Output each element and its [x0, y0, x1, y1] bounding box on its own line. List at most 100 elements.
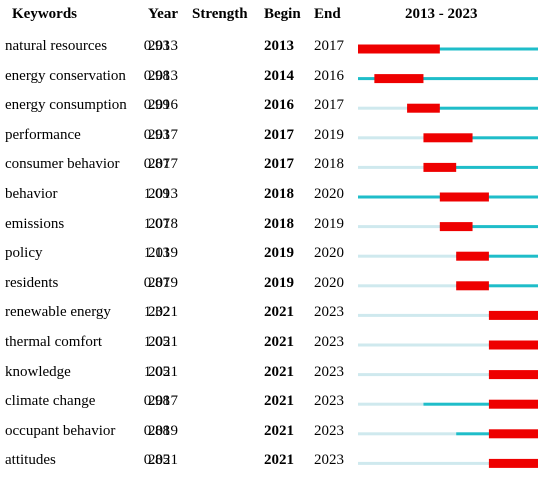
- end-cell: 2023: [314, 304, 344, 321]
- strength-cell: 1.09: [143, 186, 170, 202]
- keyword-cell: natural resources: [5, 38, 108, 54]
- timeline-active-segment: [456, 254, 538, 258]
- timeline-active-segment: [407, 106, 538, 110]
- keyword-cell: consumer behavior: [5, 156, 120, 173]
- timeline-inactive-segment: [358, 343, 489, 347]
- end-cell: 2023: [314, 422, 344, 439]
- year-cell: 2021: [148, 334, 178, 350]
- year-cell: 2021: [148, 304, 178, 321]
- timeline-inactive-segment: [358, 165, 424, 169]
- table-row: attitudes 2021 0.85 2021 2023: [0, 446, 550, 476]
- end-cell: 2017: [314, 38, 344, 54]
- year-cell: 2013: [148, 38, 178, 54]
- keyword-cell: policy: [5, 245, 43, 262]
- begin-cell: 2018: [264, 186, 294, 202]
- timeline-inactive-segment: [358, 461, 489, 465]
- begin-cell: 2017: [264, 156, 294, 173]
- end-cell: 2020: [314, 245, 344, 262]
- table-row: consumer behavior 2017 0.87 2017 2018: [0, 150, 550, 180]
- timeline-inactive-segment: [358, 313, 489, 317]
- year-cell: 2019: [148, 274, 178, 291]
- begin-cell: 2021: [264, 452, 294, 469]
- keyword-cell: climate change: [5, 393, 96, 410]
- end-cell: 2017: [314, 97, 344, 114]
- burst-bar: [423, 162, 457, 172]
- burst-bar: [488, 399, 538, 409]
- begin-cell: 2017: [264, 126, 294, 143]
- strength-cell: 1.13: [143, 245, 170, 262]
- table-row: climate change 2017 0.98 2021 2023: [0, 387, 550, 417]
- end-cell: 2019: [314, 215, 344, 232]
- header-year: Year: [148, 6, 178, 22]
- begin-cell: 2021: [264, 393, 294, 410]
- table-row: energy conservation 2013 0.98 2014 2016: [0, 62, 550, 92]
- table-row: emissions 2018 1.07 2018 2019: [0, 210, 550, 240]
- end-cell: 2023: [314, 452, 344, 469]
- table-row: performance 2017 0.93 2017 2019: [0, 121, 550, 151]
- begin-cell: 2016: [264, 97, 294, 114]
- timeline-inactive-segment: [358, 402, 424, 406]
- header-range: 2013 - 2023: [405, 6, 478, 22]
- timeline-inactive-segment: [358, 106, 408, 110]
- table-row: natural resources 2013 0.93 2013 2017: [0, 32, 550, 62]
- burst-bar: [456, 281, 489, 291]
- begin-cell: 2021: [264, 363, 294, 380]
- table-row: knowledge 2021 1.05 2021 2023: [0, 358, 550, 388]
- table-row: renewable energy 2021 1.32 2021 2023: [0, 298, 550, 328]
- burst-bar: [358, 44, 440, 54]
- begin-cell: 2018: [264, 215, 294, 232]
- table-row: behavior 2013 1.09 2018 2020: [0, 180, 550, 210]
- strength-cell: 1.05: [143, 334, 170, 350]
- burst-bar: [439, 222, 473, 232]
- timeline-inactive-segment: [358, 225, 440, 229]
- timeline-active-segment: [439, 225, 538, 229]
- strength-cell: 1.32: [143, 304, 170, 321]
- begin-cell: 2021: [264, 334, 294, 350]
- strength-cell: 0.93: [143, 126, 170, 143]
- end-cell: 2016: [314, 67, 344, 84]
- begin-cell: 2021: [264, 422, 294, 439]
- keyword-cell: energy consumption: [5, 97, 127, 114]
- begin-cell: 2019: [264, 274, 294, 291]
- year-cell: 2017: [148, 393, 178, 410]
- strength-cell: 0.87: [143, 274, 170, 291]
- year-cell: 2017: [148, 156, 178, 173]
- year-cell: 2021: [148, 363, 178, 380]
- strength-cell: 1.07: [143, 215, 170, 232]
- keyword-cell: energy conservation: [5, 67, 126, 84]
- strength-cell: 0.98: [143, 393, 170, 410]
- strength-cell: 0.99: [143, 97, 170, 114]
- burst-bar: [488, 370, 538, 380]
- year-cell: 2017: [148, 126, 178, 143]
- header-keywords: Keywords: [12, 6, 77, 22]
- timeline-active-segment: [456, 284, 538, 288]
- burst-bar: [374, 74, 424, 84]
- end-cell: 2023: [314, 334, 344, 350]
- strength-cell: 1.05: [143, 363, 170, 380]
- header-begin: Begin: [264, 6, 301, 22]
- timeline-active-segment: [358, 77, 538, 81]
- keyword-cell: knowledge: [5, 363, 71, 380]
- year-cell: 2016: [148, 97, 178, 114]
- strength-cell: 0.93: [143, 38, 170, 54]
- table-row: energy consumption 2016 0.99 2016 2017: [0, 91, 550, 121]
- begin-cell: 2019: [264, 245, 294, 262]
- strength-cell: 0.98: [143, 67, 170, 84]
- timeline-active-segment: [358, 47, 538, 51]
- burst-bar: [407, 103, 440, 113]
- keyword-cell: emissions: [5, 215, 65, 232]
- begin-cell: 2013: [264, 38, 294, 54]
- year-cell: 2013: [148, 186, 178, 202]
- timeline-active-segment: [423, 402, 538, 406]
- year-cell: 2019: [148, 245, 178, 262]
- year-cell: 2018: [148, 215, 178, 232]
- end-cell: 2019: [314, 126, 344, 143]
- strength-cell: 0.87: [143, 156, 170, 173]
- begin-cell: 2014: [264, 67, 294, 84]
- burst-bar: [488, 340, 538, 350]
- end-cell: 2020: [314, 274, 344, 291]
- timeline-active-segment: [423, 165, 538, 169]
- end-cell: 2023: [314, 363, 344, 380]
- burst-bar: [456, 251, 489, 261]
